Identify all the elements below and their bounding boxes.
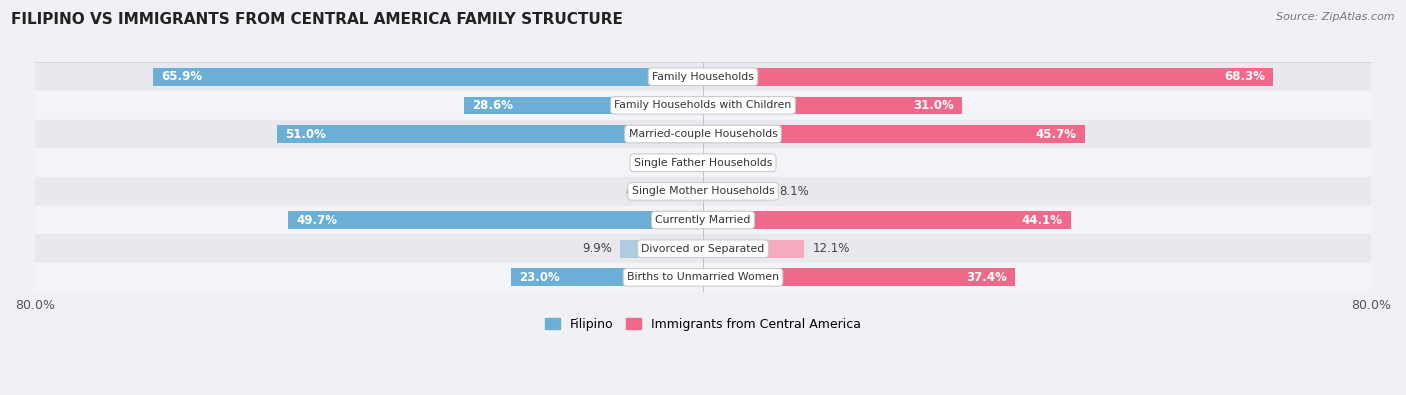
- Bar: [703, 269, 1015, 286]
- Text: Single Father Households: Single Father Households: [634, 158, 772, 168]
- Bar: [620, 240, 703, 258]
- Text: 45.7%: 45.7%: [1035, 128, 1076, 141]
- Text: 1.8%: 1.8%: [650, 156, 679, 169]
- Bar: [288, 211, 703, 229]
- Text: 44.1%: 44.1%: [1022, 214, 1063, 227]
- Text: 51.0%: 51.0%: [285, 128, 326, 141]
- Text: Family Households: Family Households: [652, 72, 754, 82]
- Bar: [703, 154, 728, 171]
- Text: Married-couple Households: Married-couple Households: [628, 129, 778, 139]
- Text: Currently Married: Currently Married: [655, 215, 751, 225]
- Bar: [35, 120, 1371, 149]
- Bar: [35, 206, 1371, 234]
- Text: 28.6%: 28.6%: [472, 99, 513, 112]
- Text: 37.4%: 37.4%: [966, 271, 1007, 284]
- Bar: [153, 68, 703, 86]
- Bar: [703, 182, 770, 200]
- Bar: [35, 149, 1371, 177]
- Bar: [277, 125, 703, 143]
- Bar: [703, 211, 1071, 229]
- Text: 9.9%: 9.9%: [582, 242, 612, 255]
- Bar: [703, 240, 804, 258]
- Text: 68.3%: 68.3%: [1225, 70, 1265, 83]
- Bar: [35, 91, 1371, 120]
- Text: 31.0%: 31.0%: [912, 99, 953, 112]
- Text: FILIPINO VS IMMIGRANTS FROM CENTRAL AMERICA FAMILY STRUCTURE: FILIPINO VS IMMIGRANTS FROM CENTRAL AMER…: [11, 12, 623, 27]
- Text: Births to Unmarried Women: Births to Unmarried Women: [627, 273, 779, 282]
- Text: 8.1%: 8.1%: [779, 185, 808, 198]
- Legend: Filipino, Immigrants from Central America: Filipino, Immigrants from Central Americ…: [540, 313, 866, 336]
- Bar: [664, 182, 703, 200]
- Text: Single Mother Households: Single Mother Households: [631, 186, 775, 196]
- Bar: [703, 125, 1084, 143]
- Text: 65.9%: 65.9%: [162, 70, 202, 83]
- Text: 4.7%: 4.7%: [626, 185, 655, 198]
- Bar: [35, 62, 1371, 91]
- Text: 12.1%: 12.1%: [813, 242, 849, 255]
- Bar: [464, 96, 703, 114]
- Bar: [510, 269, 703, 286]
- Text: 3.0%: 3.0%: [737, 156, 766, 169]
- Bar: [35, 263, 1371, 292]
- Bar: [35, 177, 1371, 206]
- Bar: [35, 234, 1371, 263]
- Text: 23.0%: 23.0%: [519, 271, 560, 284]
- Text: Family Households with Children: Family Households with Children: [614, 100, 792, 110]
- Text: 49.7%: 49.7%: [297, 214, 337, 227]
- Bar: [703, 68, 1274, 86]
- Text: Divorced or Separated: Divorced or Separated: [641, 244, 765, 254]
- Text: Source: ZipAtlas.com: Source: ZipAtlas.com: [1277, 12, 1395, 22]
- Bar: [688, 154, 703, 171]
- Bar: [703, 96, 962, 114]
